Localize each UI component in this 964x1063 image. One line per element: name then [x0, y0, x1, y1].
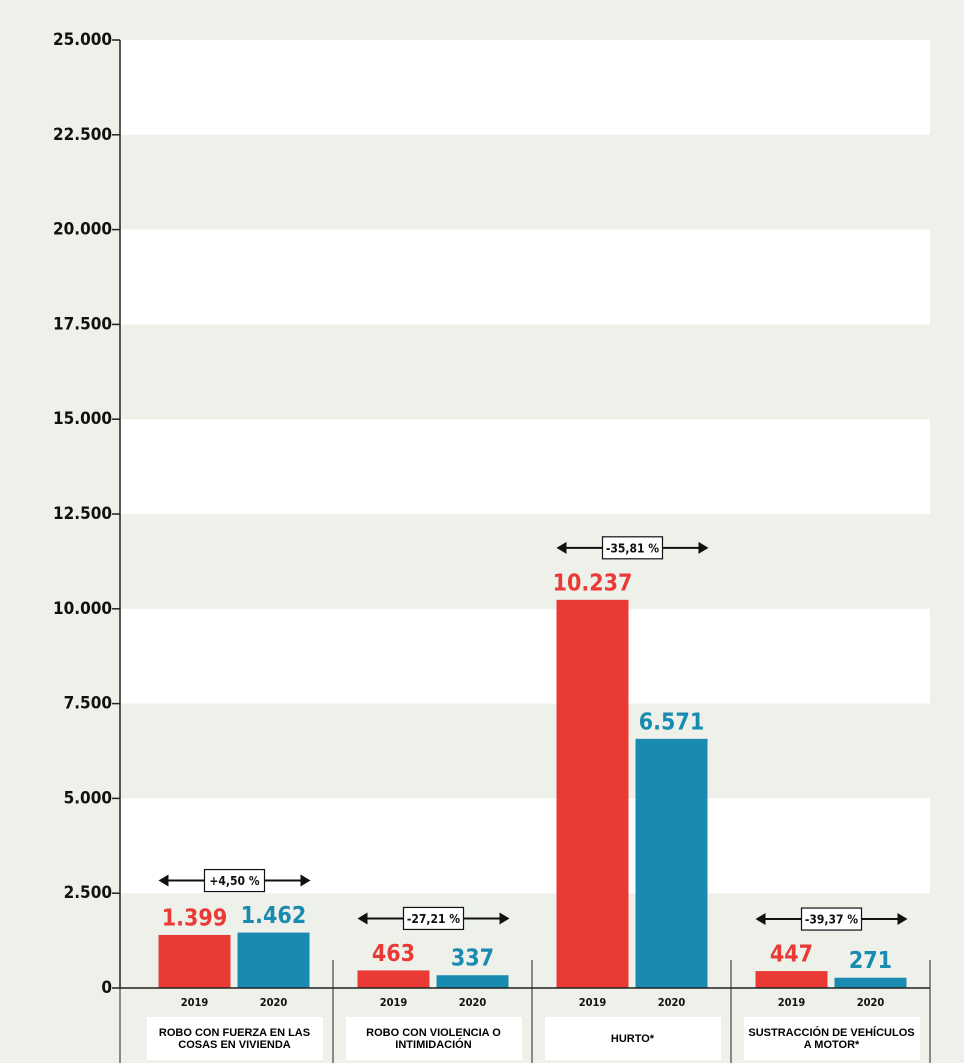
value-label: 10.237	[553, 570, 633, 596]
y-tick-label: 5.000	[64, 788, 112, 808]
annotation-box	[203, 868, 266, 893]
year-label: 2020	[658, 996, 686, 1009]
y-tick-label: 10.000	[53, 599, 112, 619]
bar	[436, 975, 509, 988]
bar	[237, 932, 310, 988]
year-label: 2019	[778, 996, 806, 1009]
y-tick-label: 25.000	[53, 30, 112, 50]
annotation-box	[402, 906, 465, 931]
annotation-box	[601, 536, 664, 560]
grid-band	[120, 40, 930, 135]
annotation: +4,50 %	[209, 874, 259, 888]
y-tick-label: 2.500	[64, 883, 112, 903]
value-label: 271	[849, 948, 892, 974]
bar	[556, 599, 629, 988]
grid-band	[120, 229, 930, 325]
y-tick-label: 22.500	[53, 125, 112, 145]
value-label: 1.399	[162, 905, 227, 931]
category-label: ROBO CON FUERZA EN LAS COSAS EN VIVIENDA	[146, 1017, 323, 1060]
value-label: 6.571	[639, 709, 704, 735]
category-label: ROBO CON VIOLENCIA O INTIMIDACIÓN	[345, 1017, 522, 1060]
y-tick-label: 17.500	[53, 314, 112, 334]
grid-band	[120, 419, 930, 514]
annotation: -27,21 %	[407, 912, 460, 926]
bar	[755, 971, 828, 988]
value-label: 463	[372, 941, 415, 967]
y-tick-label: 12.500	[53, 504, 112, 524]
value-label: 447	[770, 942, 813, 968]
grid-band	[120, 608, 930, 704]
annotation-box	[800, 907, 863, 931]
year-label: 2020	[459, 996, 487, 1009]
year-label: 2020	[260, 996, 288, 1009]
value-label: 337	[451, 946, 494, 972]
bar	[158, 934, 231, 988]
bar	[357, 970, 430, 988]
annotation: -39,37 %	[805, 913, 858, 927]
year-label: 2020	[857, 996, 885, 1009]
y-tick-label: 7.500	[64, 694, 112, 714]
annotation: -35,81 %	[606, 541, 659, 555]
value-label: 1.462	[241, 903, 306, 929]
year-label: 2019	[579, 996, 607, 1009]
y-tick-label: 20.000	[53, 220, 112, 240]
y-tick-label: 15.000	[53, 409, 112, 429]
year-label: 2019	[181, 996, 209, 1009]
bar	[834, 977, 907, 988]
bar	[635, 738, 708, 988]
y-tick-label: 0	[101, 978, 112, 998]
category-label: SUSTRACCIÓN DE VEHÍCULOS A MOTOR*	[743, 1017, 920, 1060]
category-label: HURTO*	[544, 1017, 721, 1060]
year-label: 2019	[380, 996, 408, 1009]
